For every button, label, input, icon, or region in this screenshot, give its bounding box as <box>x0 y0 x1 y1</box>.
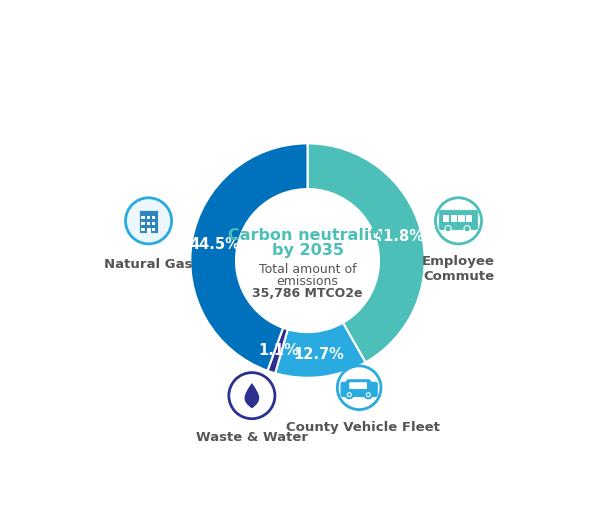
Circle shape <box>464 225 470 232</box>
Bar <box>152 222 155 225</box>
Bar <box>142 228 145 231</box>
Bar <box>142 216 145 219</box>
Text: Natural Gas: Natural Gas <box>104 258 193 271</box>
Bar <box>142 222 145 225</box>
Circle shape <box>365 391 372 398</box>
Wedge shape <box>308 143 425 362</box>
Circle shape <box>348 393 351 396</box>
Bar <box>152 228 155 231</box>
Circle shape <box>445 225 451 232</box>
Circle shape <box>367 393 370 396</box>
Bar <box>146 216 150 219</box>
FancyBboxPatch shape <box>358 382 367 389</box>
Text: County Vehicle Fleet: County Vehicle Fleet <box>286 421 440 434</box>
FancyBboxPatch shape <box>349 382 358 389</box>
Text: Total amount of: Total amount of <box>259 263 356 276</box>
Text: 12.7%: 12.7% <box>293 347 344 362</box>
Text: 41.8%: 41.8% <box>373 229 424 244</box>
PathPatch shape <box>244 383 259 408</box>
Circle shape <box>346 391 353 398</box>
Circle shape <box>436 198 482 244</box>
Bar <box>146 222 150 225</box>
Text: 35,786 MTCO2e: 35,786 MTCO2e <box>252 287 363 300</box>
FancyBboxPatch shape <box>439 210 478 230</box>
Text: 1.1%: 1.1% <box>258 343 299 358</box>
Circle shape <box>229 373 275 418</box>
FancyBboxPatch shape <box>347 380 370 391</box>
Bar <box>146 228 150 231</box>
Bar <box>458 215 465 222</box>
Bar <box>152 216 155 219</box>
Text: emissions: emissions <box>277 275 338 288</box>
Bar <box>451 215 457 222</box>
Text: Carbon neutrality: Carbon neutrality <box>228 229 387 244</box>
Bar <box>466 215 472 222</box>
Text: Waste & Water: Waste & Water <box>196 431 308 444</box>
Circle shape <box>125 198 172 244</box>
Text: 44.5%: 44.5% <box>189 237 240 252</box>
Circle shape <box>337 366 381 410</box>
Bar <box>146 228 151 233</box>
Wedge shape <box>275 322 365 378</box>
Bar <box>443 215 449 222</box>
Text: Employee: Employee <box>422 255 495 268</box>
FancyBboxPatch shape <box>139 211 158 233</box>
Wedge shape <box>268 328 288 373</box>
FancyBboxPatch shape <box>341 382 377 396</box>
Wedge shape <box>190 143 308 371</box>
Text: ⚡: ⚡ <box>373 384 377 390</box>
Text: by 2035: by 2035 <box>271 243 343 258</box>
Text: Commute: Commute <box>423 270 494 283</box>
